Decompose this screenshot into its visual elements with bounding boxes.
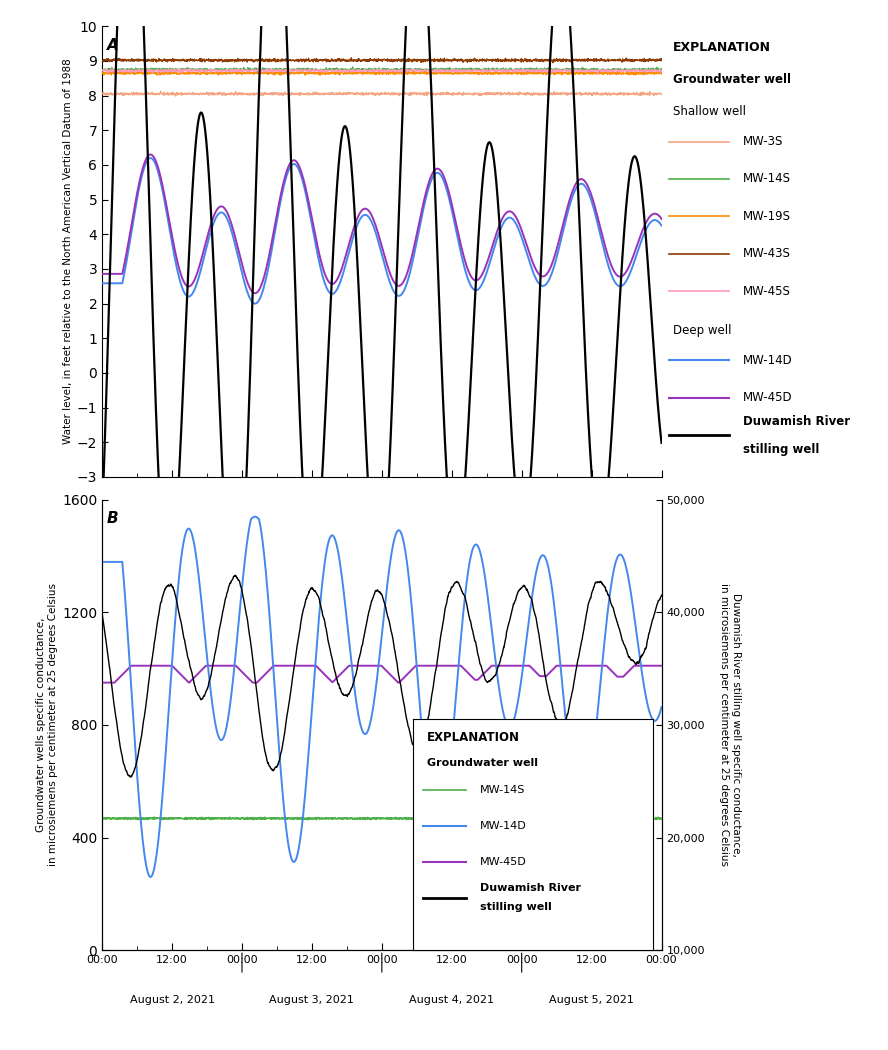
Text: August 2, 2021: August 2, 2021 — [130, 995, 215, 1005]
Text: stilling well: stilling well — [742, 443, 819, 456]
Text: August 5, 2021: August 5, 2021 — [549, 995, 634, 1005]
Text: Shallow well: Shallow well — [673, 105, 746, 118]
Y-axis label: Duwamish River stilling well specific conductance,
in microsiemens per centimete: Duwamish River stilling well specific co… — [719, 584, 741, 866]
Text: Duwamish River: Duwamish River — [480, 883, 581, 894]
Text: EXPLANATION: EXPLANATION — [427, 731, 520, 743]
Y-axis label: Groundwater wells specific conductance,
in microsiemens per centimeter at 25 deg: Groundwater wells specific conductance, … — [36, 584, 58, 866]
Text: MW-3S: MW-3S — [742, 135, 783, 148]
Text: MW-45D: MW-45D — [742, 392, 792, 404]
Text: August 3, 2021: August 3, 2021 — [269, 995, 354, 1005]
Text: MW-43S: MW-43S — [742, 248, 790, 260]
Text: Duwamish River: Duwamish River — [742, 415, 850, 427]
Text: MW-45S: MW-45S — [742, 285, 790, 298]
Text: Groundwater well: Groundwater well — [673, 74, 791, 86]
Text: MW-19S: MW-19S — [742, 210, 790, 223]
Text: MW-14S: MW-14S — [742, 172, 790, 186]
Text: MW-45D: MW-45D — [480, 857, 527, 867]
Text: MW-14S: MW-14S — [480, 785, 526, 796]
Text: A: A — [107, 38, 118, 52]
Text: Deep well: Deep well — [673, 323, 732, 337]
Y-axis label: Water level, in feet relative to the North American Vertical Datum of 1988: Water level, in feet relative to the Nor… — [62, 59, 73, 444]
Text: stilling well: stilling well — [480, 902, 551, 912]
Text: MW-14D: MW-14D — [480, 821, 527, 832]
Text: Groundwater well: Groundwater well — [427, 758, 538, 768]
Text: August 4, 2021: August 4, 2021 — [409, 995, 495, 1005]
Text: EXPLANATION: EXPLANATION — [673, 41, 771, 55]
Text: MW-14D: MW-14D — [742, 354, 792, 366]
Text: B: B — [107, 510, 118, 526]
